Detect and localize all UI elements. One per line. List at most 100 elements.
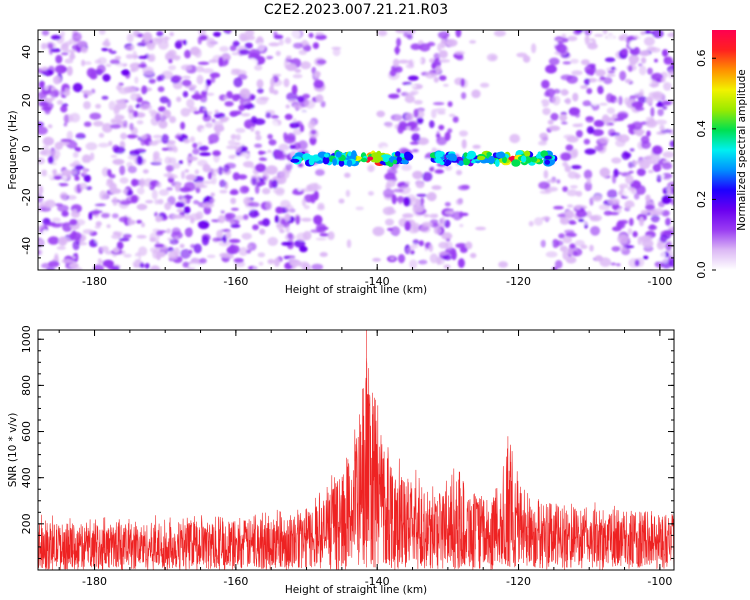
heatmap-cell: [394, 47, 401, 54]
heatmap-cell: [182, 261, 190, 268]
heatmap-cell: [102, 208, 112, 212]
heatmap-cell: [565, 144, 574, 151]
heatmap-cell: [543, 169, 549, 179]
heatmap-cell: [190, 46, 200, 56]
heatmap-cell: [394, 114, 402, 122]
heatmap-cell: [85, 186, 92, 191]
colorbar-tick-label: 0.2: [695, 191, 708, 209]
heatmap-cell: [460, 78, 465, 87]
heatmap-cell: [402, 213, 414, 219]
heatmap-cell: [230, 133, 237, 140]
heatmap-cell: [278, 39, 284, 46]
heatmap-cell: [629, 40, 637, 49]
signal-cell: [396, 156, 402, 163]
signal-cell: [335, 151, 342, 158]
heatmap-cell: [458, 258, 465, 268]
heatmap-cell: [180, 107, 191, 117]
heatmap-cell: [390, 226, 401, 237]
heatmap-cell: [575, 130, 583, 138]
heatmap-cell: [116, 84, 122, 91]
heatmap-cell: [291, 84, 298, 95]
heatmap-cell: [219, 179, 227, 188]
y-tick-label: 1000: [20, 325, 33, 353]
heatmap-cell: [661, 100, 672, 106]
heatmap-cell: [89, 72, 98, 80]
heatmap-cell: [383, 188, 395, 198]
signal-cell: [477, 155, 486, 161]
heatmap-cell: [661, 162, 673, 170]
signal-cell: [346, 159, 353, 167]
heatmap-cell: [432, 102, 445, 106]
heatmap-cell: [580, 85, 588, 89]
heatmap-cell: [243, 103, 255, 110]
heatmap-cell: [228, 238, 241, 244]
heatmap-cell: [93, 120, 104, 127]
heatmap-cell: [47, 236, 60, 245]
heatmap-cell: [589, 244, 594, 252]
heatmap-cell: [434, 169, 445, 174]
heatmap-cell: [169, 116, 177, 124]
heatmap-cell: [66, 170, 77, 175]
heatmap-cell: [382, 206, 395, 216]
heatmap-cell: [547, 240, 553, 249]
heatmap-cell: [266, 55, 274, 60]
heatmap-cell: [436, 256, 442, 265]
heatmap-cell: [540, 239, 546, 248]
heatmap-cell: [79, 182, 88, 190]
heatmap-cell: [617, 234, 629, 244]
heatmap-cell: [580, 74, 591, 78]
heatmap-cell: [38, 239, 44, 246]
heatmap-cell: [522, 55, 531, 63]
heatmap-cell: [575, 190, 583, 197]
heatmap-cell: [89, 112, 102, 120]
heatmap-cell: [558, 233, 565, 239]
heatmap-cell: [542, 107, 551, 116]
heatmap-cell: [64, 58, 74, 64]
heatmap-cell: [412, 56, 423, 65]
heatmap-cell: [609, 122, 614, 126]
heatmap-cell: [214, 112, 226, 119]
heatmap-cell: [203, 110, 208, 118]
heatmap-cell: [57, 204, 69, 212]
heatmap-cell: [59, 175, 68, 182]
heatmap-cell: [498, 261, 508, 268]
heatmap-cell: [54, 222, 67, 227]
heatmap-cell: [310, 129, 317, 135]
heatmap-cell: [184, 169, 189, 173]
heatmap-cell: [265, 112, 272, 119]
heatmap-cell: [624, 78, 632, 84]
heatmap-cell: [226, 145, 238, 150]
heatmap-cell: [586, 210, 592, 218]
heatmap-cell: [137, 64, 147, 68]
signal-band: [290, 149, 558, 167]
heatmap-cell: [663, 82, 672, 91]
heatmap-cell: [112, 158, 125, 165]
heatmap-cell: [90, 209, 103, 214]
heatmap-cell: [180, 222, 190, 228]
heatmap-cell: [447, 128, 453, 134]
heatmap-cell: [570, 165, 582, 170]
heatmap-cell: [128, 104, 134, 111]
heatmap-cell: [584, 148, 596, 155]
heatmap-cell: [553, 205, 564, 210]
heatmap-cell: [164, 35, 169, 44]
heatmap-cell: [232, 172, 240, 181]
heatmap-cell: [38, 192, 41, 198]
heatmap-cell: [301, 217, 312, 222]
heatmap-cell: [224, 213, 232, 222]
heatmap-cell: [651, 30, 664, 39]
heatmap-cell: [142, 169, 149, 174]
heatmap-cell: [207, 171, 212, 180]
heatmap-cell: [44, 105, 51, 115]
heatmap-cell: [565, 97, 571, 105]
heatmap-cell: [552, 95, 561, 106]
heatmap-cell: [178, 160, 183, 165]
heatmap-cell: [93, 264, 104, 270]
heatmap-cell: [610, 262, 617, 266]
heatmap-cell: [134, 148, 147, 154]
heatmap-cell: [257, 252, 266, 258]
heatmap-cell: [114, 114, 125, 121]
heatmap-cell: [580, 244, 588, 249]
heatmap-cell: [315, 237, 327, 241]
